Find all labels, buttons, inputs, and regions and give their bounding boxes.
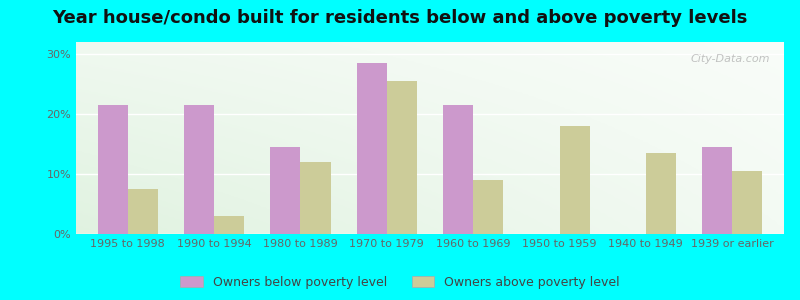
Bar: [732, 171, 762, 234]
Bar: [443, 105, 473, 234]
Bar: [387, 81, 417, 234]
Text: City-Data.com: City-Data.com: [690, 53, 770, 64]
Bar: [301, 162, 330, 234]
Bar: [270, 147, 301, 234]
Bar: [128, 189, 158, 234]
Bar: [646, 153, 676, 234]
Bar: [702, 147, 732, 234]
Bar: [214, 216, 244, 234]
Text: Year house/condo built for residents below and above poverty levels: Year house/condo built for residents bel…: [52, 9, 748, 27]
Bar: [473, 180, 503, 234]
Bar: [559, 126, 590, 234]
Bar: [184, 105, 214, 234]
Bar: [357, 63, 387, 234]
Legend: Owners below poverty level, Owners above poverty level: Owners below poverty level, Owners above…: [175, 271, 625, 294]
Bar: [98, 105, 128, 234]
